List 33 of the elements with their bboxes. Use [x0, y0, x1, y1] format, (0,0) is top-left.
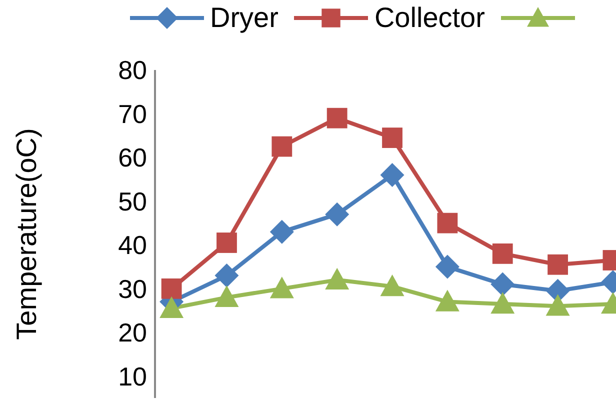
y-tick-label: 70	[118, 98, 147, 129]
y-tick-label: 80	[118, 55, 147, 86]
point	[382, 128, 402, 148]
point	[435, 290, 460, 312]
point	[437, 212, 458, 234]
y-tick-label: 20	[118, 318, 147, 348]
point	[380, 274, 404, 296]
point	[546, 294, 570, 316]
legend-label: Dryer	[210, 2, 278, 34]
point	[160, 296, 184, 318]
point	[548, 254, 568, 275]
point	[380, 162, 404, 187]
point	[435, 254, 460, 279]
point	[161, 278, 182, 299]
y-tick-label: 30	[118, 274, 147, 304]
point	[325, 202, 350, 226]
y-tick-label: 40	[118, 230, 147, 260]
point	[216, 232, 237, 253]
point	[490, 272, 515, 296]
point	[270, 276, 294, 298]
y-tick-label: 50	[118, 186, 147, 216]
y-tick-label: 60	[118, 142, 147, 173]
y-axis-title: Temperature(oC)	[10, 128, 42, 340]
point	[214, 264, 239, 288]
legend-label: Collector	[374, 2, 485, 34]
y-tick-label: 10	[118, 361, 147, 392]
point	[270, 220, 294, 244]
point	[325, 268, 350, 290]
point	[272, 136, 292, 157]
point	[214, 285, 239, 308]
point	[326, 108, 348, 128]
point	[492, 243, 513, 264]
point	[490, 292, 515, 314]
